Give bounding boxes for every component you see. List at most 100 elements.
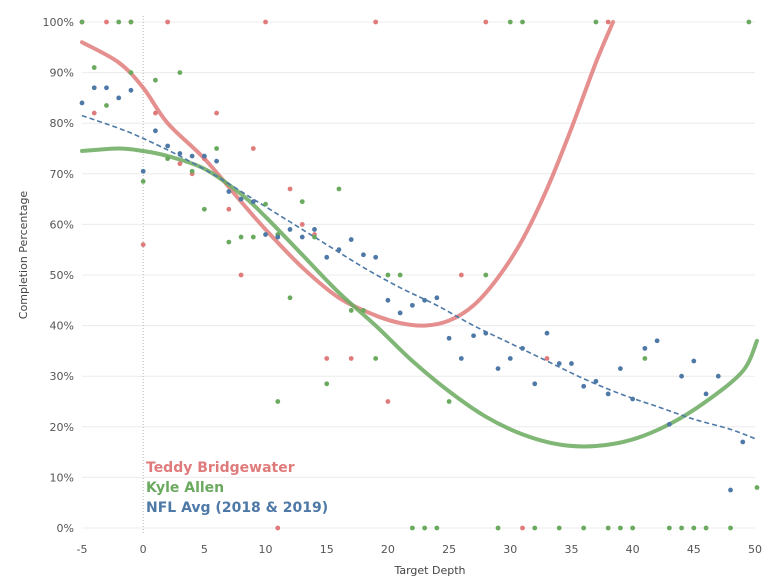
- y-tick-label: 20%: [50, 421, 74, 434]
- x-tick-label: 50: [748, 543, 762, 556]
- data-point-series-2: [238, 196, 244, 202]
- data-point-series-0: [250, 146, 256, 151]
- legend: Teddy Bridgewater Kyle Allen NFL Avg (20…: [146, 460, 328, 516]
- y-tick-label: 10%: [50, 471, 74, 484]
- data-point-series-0: [177, 161, 183, 167]
- data-point-series-1: [520, 19, 525, 25]
- data-point-series-1: [397, 272, 403, 278]
- data-point-series-1: [666, 525, 672, 531]
- data-point-series-2: [263, 232, 268, 237]
- data-point-series-2: [495, 366, 501, 372]
- data-point-series-0: [324, 356, 330, 361]
- data-point-series-2: [679, 373, 684, 379]
- data-point-series-2: [201, 153, 207, 159]
- data-point-series-2: [153, 128, 158, 134]
- y-tick-label: 80%: [50, 117, 74, 130]
- data-point-series-1: [507, 19, 513, 25]
- legend-entry-kyle-allen: Kyle Allen: [146, 480, 224, 496]
- data-point-series-2: [361, 252, 366, 258]
- points-layer: [79, 19, 760, 531]
- trend-line-0: [80, 20, 616, 328]
- data-point-series-0: [275, 525, 281, 531]
- data-point-series-2: [409, 302, 415, 308]
- data-point-series-0: [385, 399, 391, 404]
- x-tick-label: 5: [201, 543, 208, 556]
- data-point-series-2: [446, 335, 452, 341]
- y-tick-label: 0%: [57, 522, 74, 535]
- data-point-series-0: [520, 525, 525, 531]
- x-tick-label: 45: [687, 543, 701, 556]
- data-point-series-1: [754, 485, 760, 490]
- data-point-series-2: [287, 227, 293, 232]
- data-point-series-0: [348, 356, 354, 361]
- data-point-series-2: [79, 100, 85, 106]
- data-point-series-1: [177, 70, 183, 75]
- x-axis-ticks: -5 0 5 10 15 20 25 30 35 40 45 50: [77, 543, 762, 556]
- data-point-series-0: [104, 19, 109, 25]
- data-point-series-1: [250, 234, 256, 240]
- data-point-series-2: [397, 310, 403, 316]
- data-point-series-2: [189, 153, 195, 159]
- data-point-series-2: [336, 247, 342, 253]
- trend-line-1: [80, 146, 759, 449]
- data-point-series-1: [703, 525, 709, 531]
- data-point-series-2: [458, 356, 464, 361]
- x-tick-label: 30: [503, 543, 517, 556]
- data-point-series-1: [263, 201, 268, 207]
- data-point-series-2: [324, 254, 330, 260]
- data-point-series-1: [422, 525, 428, 531]
- data-point-series-2: [630, 396, 636, 402]
- gridlines: [82, 21, 755, 529]
- data-point-series-1: [128, 19, 134, 25]
- y-tick-label: 60%: [50, 218, 74, 231]
- data-point-series-2: [654, 338, 660, 344]
- x-tick-label: 0: [140, 543, 147, 556]
- x-tick-label: 35: [564, 543, 578, 556]
- data-point-series-1: [532, 525, 538, 531]
- data-point-series-1: [116, 19, 122, 25]
- data-point-series-1: [140, 178, 146, 184]
- data-point-series-2: [569, 361, 574, 366]
- data-point-series-0: [458, 272, 464, 278]
- trend-line-2: [81, 114, 758, 441]
- data-point-series-1: [618, 525, 623, 531]
- data-point-series-1: [556, 525, 562, 531]
- data-point-series-2: [532, 381, 538, 387]
- data-point-series-0: [263, 19, 268, 25]
- data-point-series-2: [593, 378, 599, 384]
- data-point-series-1: [679, 525, 684, 531]
- data-point-series-0: [214, 110, 220, 116]
- data-point-series-2: [299, 234, 305, 240]
- data-point-series-1: [336, 186, 342, 192]
- y-tick-label: 30%: [50, 370, 74, 383]
- data-point-series-1: [226, 239, 232, 245]
- x-axis-title: Target Depth: [393, 564, 465, 577]
- data-point-series-2: [483, 330, 489, 336]
- data-point-series-1: [605, 525, 611, 531]
- data-point-series-1: [728, 525, 733, 531]
- data-point-series-1: [642, 356, 648, 361]
- data-point-series-0: [287, 186, 293, 192]
- data-point-series-2: [128, 87, 134, 93]
- x-tick-label: 25: [442, 543, 456, 556]
- data-point-series-1: [214, 146, 220, 151]
- data-point-series-2: [715, 373, 721, 379]
- data-point-series-2: [581, 383, 587, 389]
- x-tick-label: -5: [77, 543, 88, 556]
- data-point-series-2: [556, 361, 562, 366]
- data-point-series-0: [140, 242, 146, 248]
- y-axis-title: Completion Percentage: [17, 191, 30, 320]
- x-tick-label: 20: [381, 543, 395, 556]
- y-axis-ticks: 0% 10% 20% 30% 40% 50% 60% 70% 80% 90% 100%: [43, 16, 74, 535]
- data-point-series-2: [226, 189, 232, 194]
- legend-entry-nfl-avg: NFL Avg (2018 & 2019): [146, 500, 328, 516]
- data-point-series-1: [312, 234, 317, 240]
- data-point-series-1: [104, 103, 109, 108]
- data-point-series-1: [128, 70, 134, 75]
- data-point-series-1: [299, 199, 305, 205]
- y-tick-label: 100%: [43, 16, 74, 29]
- data-point-series-2: [348, 237, 354, 242]
- trend-lines: [80, 20, 759, 449]
- data-point-series-1: [238, 234, 244, 240]
